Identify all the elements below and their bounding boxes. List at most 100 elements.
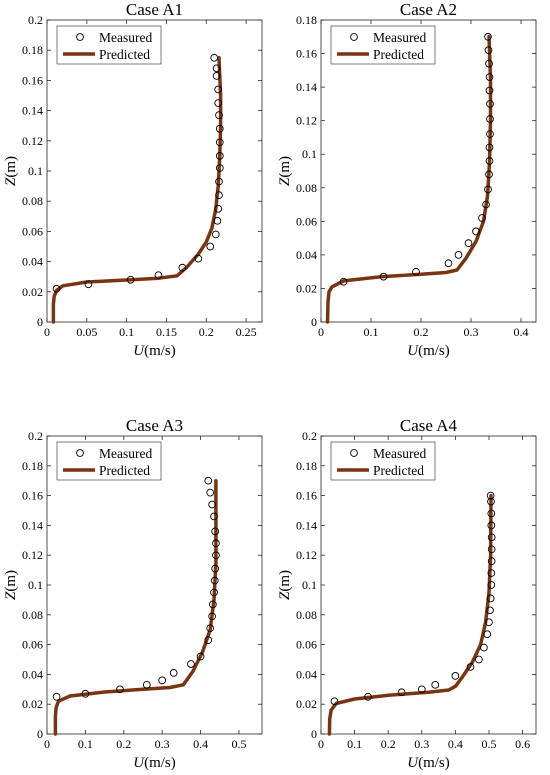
y-tick-label: 0.1 [28,164,43,178]
measured-point [208,612,216,621]
y-tick-label: 0 [37,315,43,329]
x-tick-label: 0.4 [193,737,208,751]
measured-point [215,152,224,160]
measured-point [485,170,493,179]
measured-point [487,521,496,530]
predicted-line [327,493,493,736]
legend-predicted-label: Predicted [99,47,150,62]
measured-point [486,491,495,500]
y-tick-label: 0.06 [296,638,317,652]
measured-point [487,533,496,542]
y-axis-variable: Z [277,177,293,186]
measured-point [196,652,205,661]
x-tick-label: 0.2 [381,737,396,751]
measured-point [213,216,222,225]
x-axis-label: U(m/s) [407,343,450,359]
legend-predicted-label: Predicted [373,47,424,62]
measured-point [210,576,219,585]
x-tick-label: 0.3 [414,737,429,751]
measured-point [116,685,124,694]
legend-measured-marker [350,33,358,41]
measured-point [364,692,372,701]
x-tick-label: 0.5 [231,737,246,751]
x-tick-label: 0.1 [78,737,93,751]
measured-point [208,500,216,509]
measured-point [212,539,220,548]
chart-panel-2: Case A2 0 0.1 0.2 0.3 0.4 0 0.02 0.04 0.06 0.08 0.1… [277,0,537,359]
measured-point [487,545,496,554]
y-tick-label: 0.06 [22,638,43,652]
y-tick-label: 0.02 [22,697,43,711]
measured-point [451,672,460,680]
x-tick-label: 0.3 [155,737,170,751]
y-tick-label: 0.16 [22,73,43,87]
y-tick-label: 0 [311,727,317,741]
measured-point [211,527,220,536]
y-tick-label: 0.04 [22,667,43,681]
x-tick-label: 0 [318,325,324,339]
y-tick-label: 0.2 [302,429,317,443]
measured-point [472,227,480,236]
measured-point [215,124,224,133]
chart-panel-1: Case A1 0 0.05 0.1 0.15 0.2 0.25 0 0.02 0.04 0.06 0… [3,0,263,359]
y-tick-label: 0.16 [22,489,43,503]
measured-point [204,636,213,644]
measured-point [209,600,217,609]
measured-point [210,512,218,521]
measured-point [485,143,494,152]
measured-point [483,630,492,639]
measured-point [397,688,406,697]
measured-point [142,680,151,689]
predicted-line [53,478,218,736]
x-tick-label: 0.05 [76,325,97,339]
chart-title: Case A3 [126,416,183,435]
y-axis-unit: (m) [3,570,19,592]
y-tick-label: 0.08 [296,608,317,622]
y-tick-label: 0.12 [22,548,43,562]
y-tick-label: 0.2 [28,429,43,443]
measured-point [194,254,203,263]
measured-point [214,99,223,107]
measured-point [212,64,221,73]
x-tick-label: 0.2 [199,325,214,339]
y-axis-variable: Z [3,591,19,600]
y-tick-label: 0.08 [296,181,317,195]
legend-box [330,25,436,65]
x-tick-label: 0.4 [514,325,529,339]
x-axis-variable: U [133,755,145,771]
measured-point [211,230,220,239]
y-tick-label: 0.16 [296,489,317,503]
measured-point [487,557,496,566]
legend-measured-label: Measured [373,30,426,45]
x-tick-label: 0.25 [236,325,257,339]
y-tick-label: 0.1 [28,578,43,592]
x-axis-unit: (m/s) [418,343,450,359]
measured-point [412,267,420,276]
x-tick-label: 0.2 [116,737,131,751]
y-axis-variable: Z [3,177,19,186]
measured-point [84,280,93,289]
measured-point [485,59,493,68]
y-tick-label: 0.06 [22,224,43,238]
measured-point [486,606,494,615]
measured-point [210,53,219,62]
measured-point [417,685,426,694]
x-tick-label: 0.4 [448,737,463,751]
x-tick-label: 0.2 [414,325,429,339]
measured-point [486,100,494,108]
measured-point [485,157,494,165]
measured-point [206,624,215,633]
legend-measured-label: Measured [99,446,152,461]
x-tick-label: 0.3 [464,325,479,339]
measured-point [454,251,463,259]
y-tick-label: 0.02 [296,697,317,711]
measured-point [52,284,61,293]
measured-point [339,277,348,286]
measured-point [154,271,163,280]
measured-point [206,488,215,497]
chart-title: Case A2 [400,0,457,19]
chart-panel-4: Case A4 0 0.1 0.2 0.3 0.4 0.5 0.6 0 0.02 0.04 0.06 0… [277,416,537,771]
chart-title: Case A4 [400,416,458,435]
x-tick-label: 0.6 [515,737,530,751]
x-tick-label: 0.1 [347,737,362,751]
